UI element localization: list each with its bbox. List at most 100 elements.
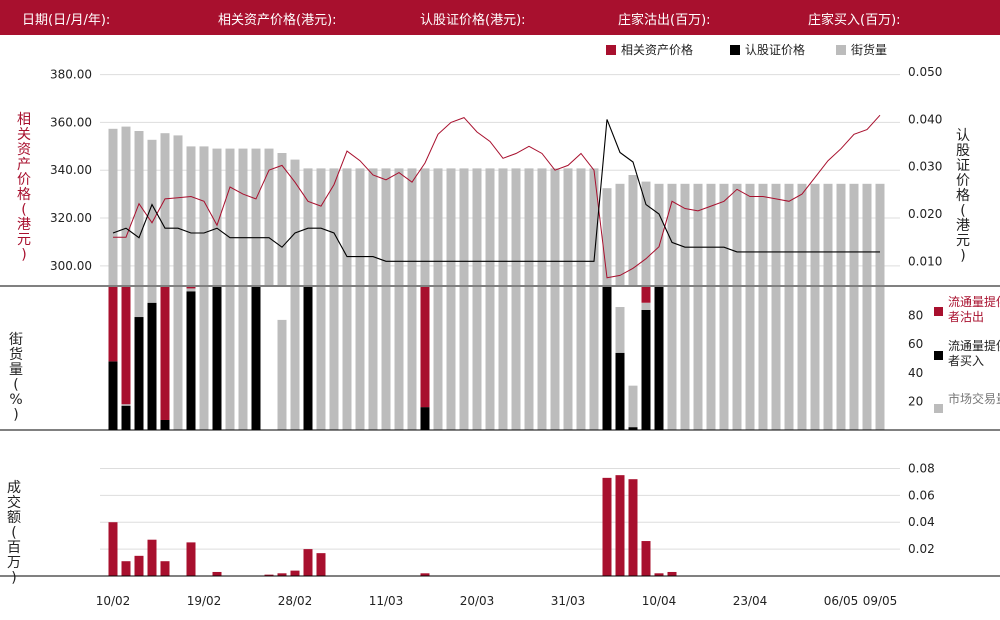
x-tick-label: 28/02 [278,594,313,608]
market-volume-bar [836,287,846,430]
outstanding-bar [160,133,170,285]
outstanding-bar [771,183,781,285]
market-volume-bar [329,287,339,430]
bars [108,126,885,576]
legend-label: 认股证价格 [745,42,805,57]
outstanding-bar [524,168,534,285]
outstanding-bar [173,135,183,285]
market-volume-bar [446,287,456,430]
turnover-bar [121,561,131,576]
axis-title-char: 股 [956,143,970,159]
outstanding-bar [758,183,768,285]
turnover-bar [277,573,287,576]
market-volume-bar [771,287,781,430]
left-mid-axis-title: 街货量(%) [9,332,23,423]
axis-title-char: 关 [17,127,31,143]
outstanding-bar [654,183,664,285]
right-tick-label: 0.040 [908,112,942,126]
outstanding-bar [706,183,716,285]
outstanding-bar [628,175,638,285]
left-tick-label: 300.00 [50,259,92,273]
turnover-bar [654,573,664,576]
legend-label: 流通量提供者沽出 [948,294,1000,324]
outstanding-bar [433,168,443,285]
left-tick-label: 380.00 [50,68,92,82]
market-volume-bar [524,287,534,430]
axis-title-char: ( [21,202,26,218]
outstanding-bar [836,183,846,285]
turnover-bar [160,561,170,576]
outstanding-bar [485,168,495,285]
market-volume-bar [693,287,703,430]
market-volume-bar [732,287,742,430]
axis-title-char: 价 [17,172,31,188]
market-volume-bar [277,319,287,430]
lp-buy-bar [186,291,196,430]
header-bar: 日期(日/月/年): 相关资产价格(港元): 认股证价格(港元): 庄家沽出(百… [0,0,1000,35]
market-volume-bar [576,287,586,430]
outstanding-bar [511,168,521,285]
market-volume-bar [758,287,768,430]
market-volume-bar [680,287,690,430]
turnover-bar [615,475,625,576]
outstanding-bar [823,183,833,285]
outstanding-bar [563,168,573,285]
market-volume-bar [199,287,209,430]
market-volume-bar [394,287,404,430]
outstanding-bar [810,183,820,285]
turnover-bar [290,570,300,576]
warrant-price-line [112,119,880,262]
legend-line: 者买入 [948,354,984,368]
lp-buy-bar [147,302,157,430]
legend-swatch [606,45,616,55]
outstanding-bar [745,183,755,285]
turnover-bar [147,539,157,576]
turnover-bar [108,522,118,576]
lp-buy-bar [212,287,222,430]
x-tick-label: 10/04 [642,594,677,608]
axis-title-char: 量 [9,362,23,378]
x-tick-label: 06/05 [824,594,859,608]
market-volume-bar [485,287,495,430]
axis-title-char: 万 [7,555,21,571]
axis-title-char: 港 [956,218,970,234]
axis-title-char: 资 [17,142,31,158]
x-tick-label: 23/04 [733,594,768,608]
outstanding-bar [797,183,807,285]
lp-sell-bar [420,287,430,408]
axis-title-char: 格 [956,188,970,204]
legend-line: 市场交易量 [948,391,1000,406]
market-maker-buy-label: 庄家买入(百万): [808,13,901,28]
outstanding-bar [329,168,339,285]
outstanding-bar [680,183,690,285]
outstanding-bar [602,188,612,285]
middle-tick-label: 80 [908,309,923,323]
outstanding-bar [641,181,651,285]
outstanding-bar [251,148,261,285]
middle-tick-label: 60 [908,337,923,351]
axis-title-char: 额 [7,510,21,526]
outstanding-bar [264,148,274,285]
outstanding-bar [381,168,391,285]
market-volume-bar [355,287,365,430]
market-volume-bar [342,287,352,430]
right-tick-label: 0.030 [908,160,942,174]
axis-title-char: 港 [17,217,31,233]
market-volume-bar [238,287,248,430]
outstanding-bar [667,183,677,285]
axis-title-char: ) [960,248,965,264]
market-volume-bar [615,307,625,353]
market-volume-bar [121,404,131,406]
outstanding-bar [355,168,365,285]
legend-label: 相关资产价格 [621,42,693,57]
outstanding-bar [537,168,547,285]
outstanding-bar [277,153,287,285]
turnover-bar [134,555,144,576]
outstanding-bar [225,148,235,285]
axis-title-char: ( [11,525,16,541]
turnover-bar [264,574,274,576]
turnover-bar [420,573,430,576]
bottom-tick-label: 0.06 [908,488,935,502]
axis-title-char: ) [21,247,26,263]
outstanding-bar [719,183,729,285]
